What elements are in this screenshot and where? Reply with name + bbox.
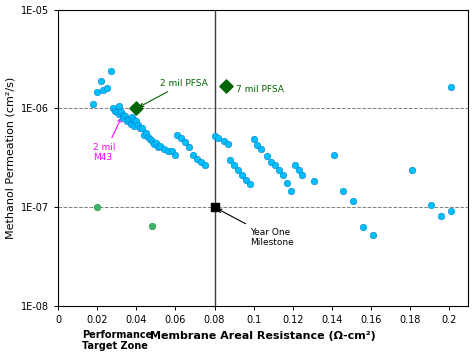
Text: 2 mil
M43: 2 mil M43 [93,119,121,162]
Point [119,115,127,121]
Point [90,102,97,107]
Point [98,78,105,84]
Point [123,119,130,124]
Point [279,173,287,178]
Point [438,213,445,219]
Point [150,141,158,146]
Point [408,167,416,173]
Point [238,173,246,178]
Point [137,125,144,131]
Point [359,224,367,230]
Point [115,111,123,117]
Point [148,223,156,229]
Point [447,84,455,90]
Point [135,122,142,128]
Point [287,189,294,194]
Point [275,167,283,173]
Point [100,87,107,92]
Point [148,138,156,144]
Point [230,162,238,167]
Point [172,152,179,157]
Text: Performance
Target Zone: Performance Target Zone [82,330,152,351]
Point [246,182,254,187]
Text: 7 mil PFSA: 7 mil PFSA [236,85,284,94]
Point [295,167,302,173]
Point [224,141,232,146]
Point [299,173,306,178]
Point [140,132,148,138]
Point [109,106,117,111]
Point [164,148,172,154]
Point [142,131,150,136]
Point [197,159,205,164]
Y-axis label: Methanol Permeation (cm²/s): Methanol Permeation (cm²/s) [6,77,16,239]
Point [131,123,138,128]
Point [121,113,128,119]
Point [129,115,137,120]
Point [111,108,118,113]
Point [154,144,162,150]
Point [173,132,181,138]
Point [271,162,279,167]
Point [428,202,435,208]
Point [146,136,154,142]
Point [215,135,222,141]
Point [193,156,201,162]
Point [168,148,175,154]
Point [369,232,376,237]
Point [127,120,134,125]
Point [242,177,250,183]
Point [117,110,125,115]
Point [160,146,167,152]
Point [267,159,275,164]
Point [257,146,265,152]
Point [178,135,185,141]
Text: 2 mil PFSA: 2 mil PFSA [140,79,208,107]
Point [133,106,140,111]
Point [123,116,130,121]
Point [330,152,337,157]
Point [113,109,121,114]
Text: Year One
Milestone: Year One Milestone [218,209,293,247]
Point [211,133,219,138]
Point [211,204,219,210]
Point [447,208,455,214]
Point [201,162,209,167]
Point [283,180,291,186]
Point [220,138,228,144]
Point [133,119,140,124]
Point [152,140,160,145]
Point [156,143,164,149]
Point [144,134,152,140]
Point [250,136,257,142]
Point [125,117,132,122]
Point [349,198,357,204]
Point [182,139,189,145]
X-axis label: Membrane Areal Resistance (Ω-cm²): Membrane Areal Resistance (Ω-cm²) [150,331,376,341]
Point [310,178,318,184]
Point [222,83,230,89]
Point [185,144,193,150]
Point [138,125,146,130]
Point [291,162,299,167]
Point [340,189,347,194]
Point [189,152,197,157]
Point [127,121,134,127]
Point [254,142,261,148]
Point [93,90,101,95]
Point [131,118,138,123]
Point [264,153,271,159]
Point [119,112,127,118]
Point [107,68,115,74]
Point [93,204,101,210]
Point [227,157,234,163]
Point [103,85,111,90]
Point [115,103,123,109]
Point [234,167,242,173]
